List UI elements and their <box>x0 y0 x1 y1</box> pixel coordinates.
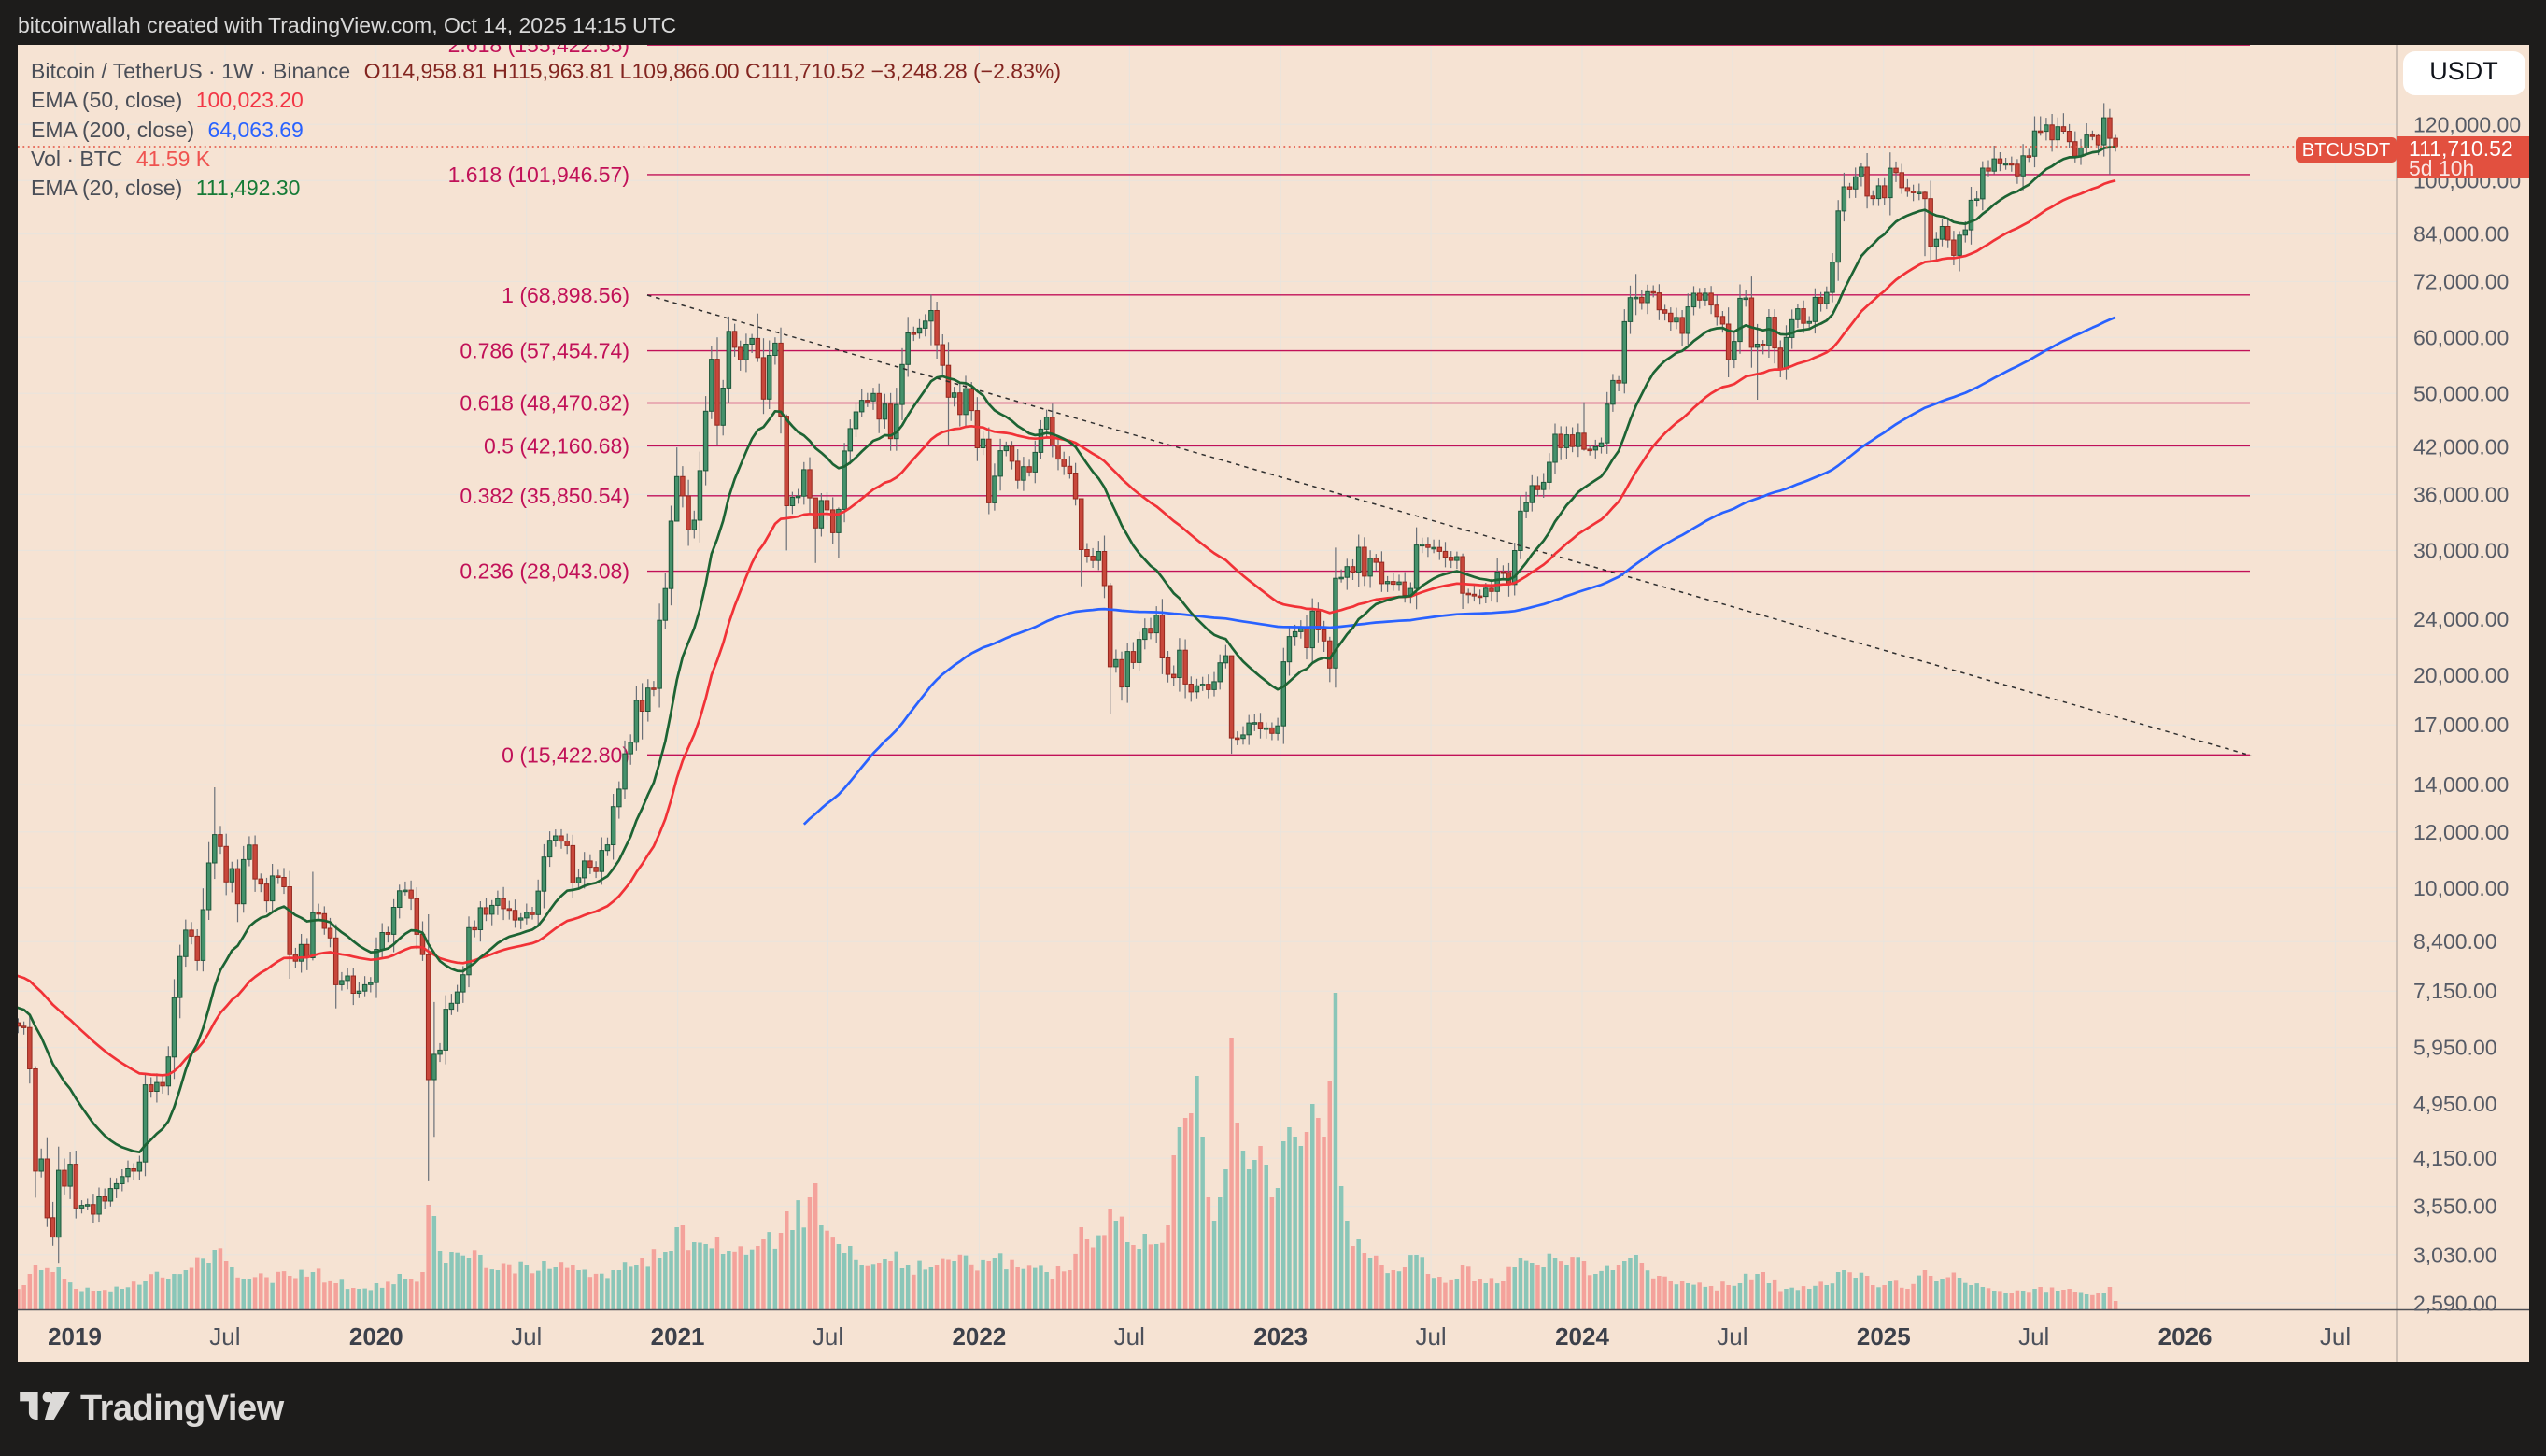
svg-text:84,000.00: 84,000.00 <box>2413 222 2509 247</box>
svg-text:Jul: Jul <box>1114 1322 1145 1350</box>
svg-text:12,000.00: 12,000.00 <box>2413 820 2509 844</box>
svg-text:0.618 (48,470.82): 0.618 (48,470.82) <box>460 391 629 416</box>
svg-text:72,000.00: 72,000.00 <box>2413 269 2509 293</box>
svg-text:TradingView: TradingView <box>80 1389 285 1428</box>
svg-text:1.618 (101,946.57): 1.618 (101,946.57) <box>448 163 629 187</box>
svg-text:10,000.00: 10,000.00 <box>2413 876 2509 900</box>
svg-text:0 (15,422.80): 0 (15,422.80) <box>502 742 629 767</box>
svg-text:USDT: USDT <box>2429 57 2498 85</box>
svg-text:8,400.00: 8,400.00 <box>2413 929 2497 954</box>
svg-text:0.5 (42,160.68): 0.5 (42,160.68) <box>484 433 629 458</box>
svg-text:Vol · BTC 41.59 K: Vol · BTC 41.59 K <box>31 147 211 171</box>
svg-text:24,000.00: 24,000.00 <box>2413 607 2509 631</box>
svg-text:0.382 (35,850.54): 0.382 (35,850.54) <box>460 484 629 508</box>
svg-text:2025: 2025 <box>1857 1322 1911 1350</box>
svg-text:5d 10h: 5d 10h <box>2409 156 2474 180</box>
svg-text:17,000.00: 17,000.00 <box>2413 713 2509 737</box>
svg-text:2024: 2024 <box>1555 1322 1609 1350</box>
svg-text:1 (68,898.56): 1 (68,898.56) <box>502 283 629 307</box>
svg-text:0.786 (57,454.74): 0.786 (57,454.74) <box>460 339 629 363</box>
svg-text:4,150.00: 4,150.00 <box>2413 1146 2497 1170</box>
svg-text:BTCUSDT: BTCUSDT <box>2302 140 2390 161</box>
svg-text:EMA (50, close) 100,023.20: EMA (50, close) 100,023.20 <box>31 88 304 112</box>
svg-text:5,950.00: 5,950.00 <box>2413 1036 2497 1060</box>
svg-text:14,000.00: 14,000.00 <box>2413 772 2509 797</box>
svg-text:Bitcoin / TetherUS · 1W · Bina: Bitcoin / TetherUS · 1W · Binance O114,9… <box>31 59 1061 83</box>
svg-text:Jul: Jul <box>2018 1322 2049 1350</box>
svg-text:Jul: Jul <box>209 1322 240 1350</box>
svg-text:bitcoinwallah created with Tra: bitcoinwallah created with TradingView.c… <box>18 13 676 37</box>
svg-text:42,000.00: 42,000.00 <box>2413 435 2509 459</box>
svg-text:0.236 (28,043.08): 0.236 (28,043.08) <box>460 559 629 584</box>
svg-text:Jul: Jul <box>1415 1322 1446 1350</box>
svg-text:Jul: Jul <box>511 1322 542 1350</box>
svg-text:4,950.00: 4,950.00 <box>2413 1092 2497 1116</box>
svg-text:Jul: Jul <box>2320 1322 2351 1350</box>
svg-text:Jul: Jul <box>813 1322 843 1350</box>
svg-text:30,000.00: 30,000.00 <box>2413 538 2509 562</box>
svg-text:2020: 2020 <box>349 1322 403 1350</box>
svg-text:60,000.00: 60,000.00 <box>2413 325 2509 349</box>
svg-text:120,000.00: 120,000.00 <box>2413 112 2521 136</box>
svg-text:EMA (20, close) 111,492.30: EMA (20, close) 111,492.30 <box>31 176 300 200</box>
svg-text:2021: 2021 <box>651 1322 705 1350</box>
svg-text:36,000.00: 36,000.00 <box>2413 482 2509 506</box>
svg-text:2023: 2023 <box>1253 1322 1308 1350</box>
svg-text:Jul: Jul <box>1717 1322 1747 1350</box>
svg-text:2019: 2019 <box>48 1322 102 1350</box>
svg-text:2026: 2026 <box>2158 1322 2213 1350</box>
svg-text:50,000.00: 50,000.00 <box>2413 381 2509 405</box>
svg-text:EMA (200, close) 64,063.69: EMA (200, close) 64,063.69 <box>31 118 304 142</box>
svg-text:2022: 2022 <box>952 1322 1006 1350</box>
svg-text:3,030.00: 3,030.00 <box>2413 1243 2497 1267</box>
svg-text:20,000.00: 20,000.00 <box>2413 663 2509 687</box>
svg-text:3,550.00: 3,550.00 <box>2413 1194 2497 1219</box>
svg-text:111,710.52: 111,710.52 <box>2409 136 2513 161</box>
svg-text:2,590.00: 2,590.00 <box>2413 1291 2497 1315</box>
svg-text:7,150.00: 7,150.00 <box>2413 979 2497 1003</box>
